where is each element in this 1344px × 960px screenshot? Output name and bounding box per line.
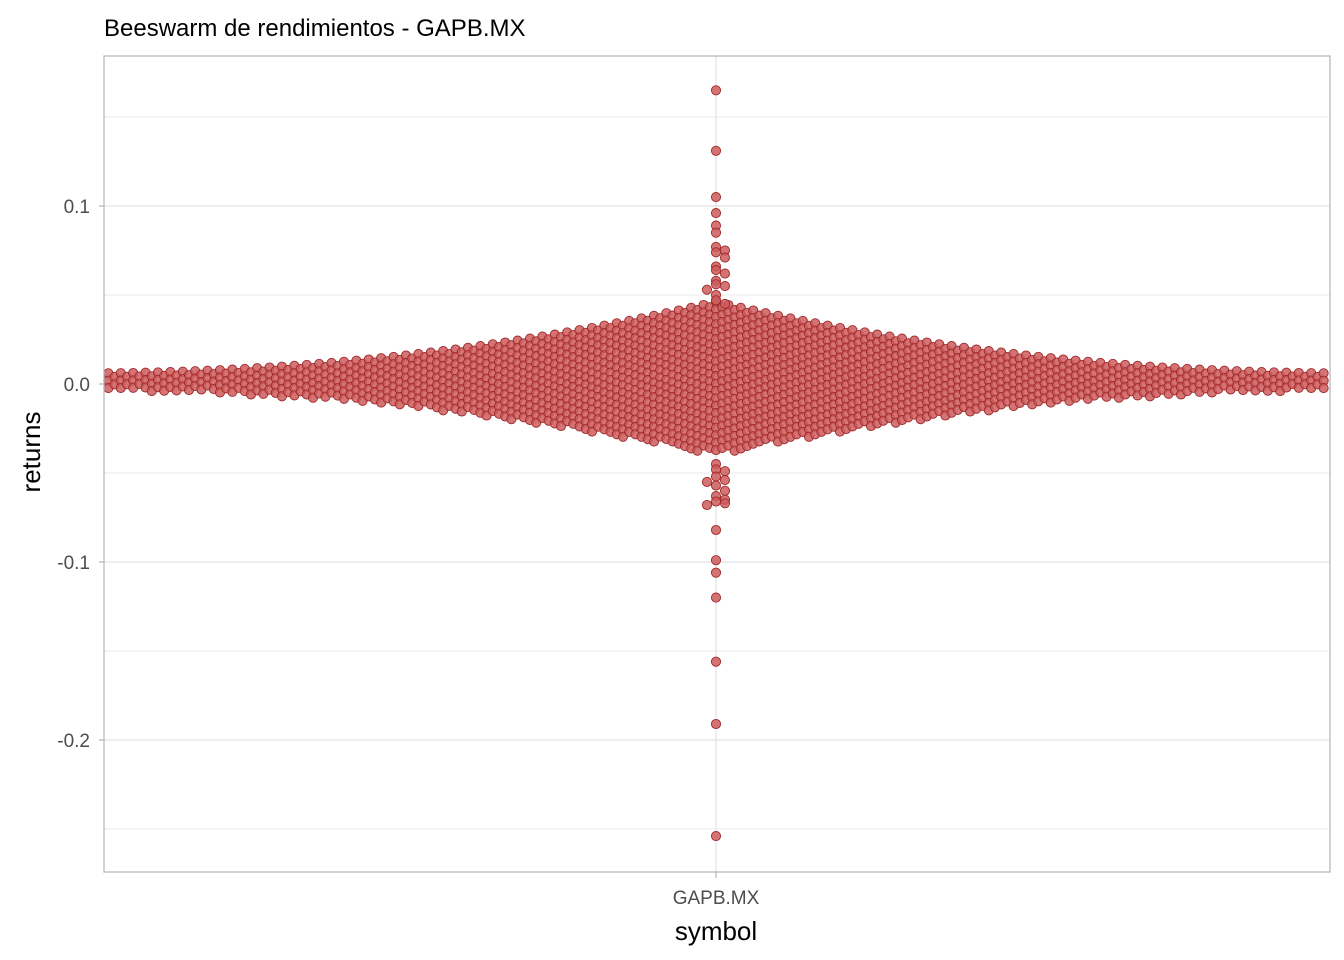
y-tick-label: -0.1 — [57, 553, 90, 574]
data-point — [719, 268, 731, 279]
x-axis-ticks: GAPB.MX — [673, 872, 760, 909]
data-point — [710, 227, 722, 238]
data-point — [710, 145, 722, 156]
data-point — [710, 567, 722, 578]
data-point — [710, 656, 722, 667]
x-axis-title: symbol — [675, 916, 757, 946]
chart-title: Beeswarm de rendimientos - GAPB.MX — [104, 15, 526, 42]
data-point — [719, 298, 731, 309]
data-point — [710, 718, 722, 730]
data-point — [701, 284, 713, 295]
y-axis-title: returns — [16, 412, 46, 493]
data-point — [710, 247, 722, 258]
panel-border — [103, 55, 1331, 873]
data-point — [719, 475, 731, 486]
data-point — [710, 279, 722, 290]
data-point — [719, 485, 731, 496]
y-tick-label: 0.0 — [64, 375, 90, 396]
data-point — [710, 471, 722, 482]
data-point — [701, 476, 713, 487]
data-point — [710, 831, 722, 842]
data-point — [710, 496, 722, 507]
points-layer — [103, 85, 1329, 842]
data-point — [710, 295, 722, 306]
x-tick-label: GAPB.MX — [673, 888, 760, 909]
data-point — [710, 480, 722, 491]
data-point — [710, 524, 722, 536]
data-point — [719, 281, 731, 292]
data-point — [710, 208, 722, 219]
data-point — [710, 85, 722, 96]
data-point — [1318, 383, 1329, 394]
data-point — [710, 265, 722, 276]
data-point — [710, 592, 722, 603]
data-point — [719, 498, 731, 509]
data-point — [710, 192, 722, 203]
data-point — [719, 252, 731, 263]
y-axis-ticks: 0.1 0.0 -0.1 -0.2 — [57, 197, 104, 752]
data-point — [701, 499, 713, 511]
y-tick-label: -0.2 — [57, 731, 90, 752]
data-point — [719, 466, 731, 477]
data-point — [710, 555, 722, 566]
y-tick-label: 0.1 — [64, 197, 90, 218]
